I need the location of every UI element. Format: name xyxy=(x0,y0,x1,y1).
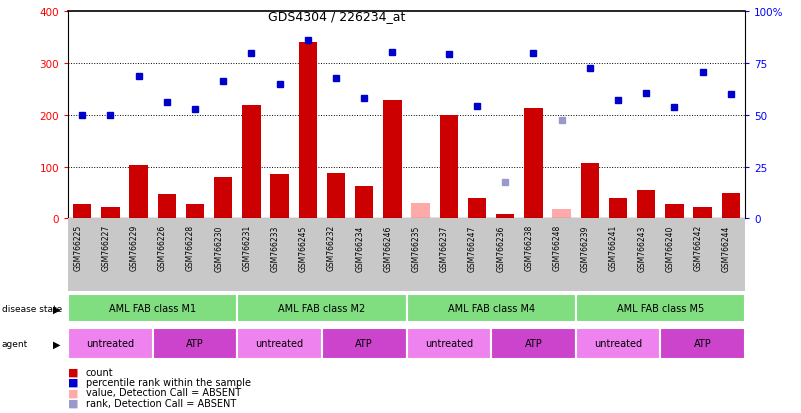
Bar xyxy=(158,195,176,219)
Text: GSM766226: GSM766226 xyxy=(158,225,167,271)
Text: ATP: ATP xyxy=(525,338,542,348)
Text: ■: ■ xyxy=(68,398,78,408)
Text: untreated: untreated xyxy=(256,338,304,348)
Text: ■: ■ xyxy=(68,387,78,397)
Text: GSM766240: GSM766240 xyxy=(666,225,674,271)
Bar xyxy=(468,198,486,219)
Bar xyxy=(322,328,406,360)
Text: untreated: untreated xyxy=(425,338,473,348)
Bar xyxy=(68,295,237,323)
Bar xyxy=(355,187,373,219)
Text: GSM766242: GSM766242 xyxy=(694,225,702,271)
Text: GSM766244: GSM766244 xyxy=(722,225,731,271)
Bar xyxy=(660,328,745,360)
Text: AML FAB class M4: AML FAB class M4 xyxy=(448,303,535,313)
Text: GSM766233: GSM766233 xyxy=(271,225,280,271)
Bar xyxy=(242,105,260,219)
Text: untreated: untreated xyxy=(87,338,135,348)
Text: GSM766227: GSM766227 xyxy=(102,225,111,271)
Bar xyxy=(576,295,745,323)
Text: AML FAB class M2: AML FAB class M2 xyxy=(278,303,365,313)
Text: GSM766237: GSM766237 xyxy=(440,225,449,271)
Bar xyxy=(406,295,576,323)
Text: GSM766239: GSM766239 xyxy=(581,225,590,271)
Text: GSM766228: GSM766228 xyxy=(186,225,195,271)
Bar xyxy=(524,109,542,219)
Bar xyxy=(609,198,627,219)
Text: ATP: ATP xyxy=(694,338,711,348)
Text: GSM766245: GSM766245 xyxy=(299,225,308,271)
Text: value, Detection Call = ABSENT: value, Detection Call = ABSENT xyxy=(86,387,241,397)
Bar xyxy=(153,328,237,360)
Text: disease state: disease state xyxy=(2,304,62,313)
Text: GSM766232: GSM766232 xyxy=(327,225,336,271)
Bar xyxy=(491,328,576,360)
Bar xyxy=(327,173,345,219)
Bar xyxy=(68,328,153,360)
Text: GSM766235: GSM766235 xyxy=(412,225,421,271)
Bar xyxy=(214,178,232,219)
Text: untreated: untreated xyxy=(594,338,642,348)
Text: ATP: ATP xyxy=(186,338,204,348)
Text: AML FAB class M5: AML FAB class M5 xyxy=(617,303,704,313)
Text: ▶: ▶ xyxy=(53,339,60,349)
Text: GSM766247: GSM766247 xyxy=(468,225,477,271)
Bar xyxy=(440,116,458,219)
Bar xyxy=(722,193,740,219)
Bar xyxy=(73,204,91,219)
Bar xyxy=(496,215,514,219)
Text: ▶: ▶ xyxy=(53,304,60,314)
Text: AML FAB class M1: AML FAB class M1 xyxy=(109,303,196,313)
Text: GSM766231: GSM766231 xyxy=(243,225,252,271)
Text: GSM766248: GSM766248 xyxy=(553,225,562,271)
Bar xyxy=(186,205,204,219)
Bar xyxy=(130,166,147,219)
Bar xyxy=(237,328,322,360)
Text: ■: ■ xyxy=(68,377,78,387)
Text: count: count xyxy=(86,367,113,377)
Bar xyxy=(581,163,599,219)
Bar xyxy=(637,190,655,219)
Text: rank, Detection Call = ABSENT: rank, Detection Call = ABSENT xyxy=(86,398,236,408)
Text: percentile rank within the sample: percentile rank within the sample xyxy=(86,377,251,387)
Bar xyxy=(299,43,317,219)
Bar xyxy=(271,175,289,219)
Text: GSM766229: GSM766229 xyxy=(130,225,139,271)
Bar xyxy=(576,328,660,360)
Text: GSM766225: GSM766225 xyxy=(73,225,83,271)
Bar xyxy=(383,101,401,219)
Text: ATP: ATP xyxy=(356,338,373,348)
Text: GSM766241: GSM766241 xyxy=(609,225,618,271)
Text: GSM766234: GSM766234 xyxy=(355,225,364,271)
Text: ■: ■ xyxy=(68,367,78,377)
Text: GSM766230: GSM766230 xyxy=(214,225,223,271)
Bar xyxy=(666,204,683,219)
Text: GSM766236: GSM766236 xyxy=(496,225,505,271)
Text: GSM766246: GSM766246 xyxy=(384,225,392,271)
Bar xyxy=(412,204,430,219)
Bar xyxy=(694,208,712,219)
Text: GDS4304 / 226234_at: GDS4304 / 226234_at xyxy=(268,10,405,23)
Text: agent: agent xyxy=(2,339,28,348)
Bar xyxy=(553,210,571,219)
Bar xyxy=(237,295,406,323)
Text: GSM766243: GSM766243 xyxy=(638,225,646,271)
Bar xyxy=(101,208,119,219)
Bar xyxy=(406,328,491,360)
Text: GSM766238: GSM766238 xyxy=(525,225,533,271)
